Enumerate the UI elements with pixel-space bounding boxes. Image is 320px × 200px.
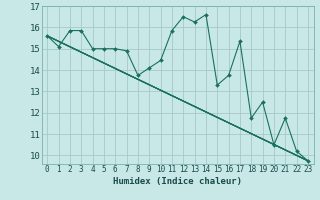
X-axis label: Humidex (Indice chaleur): Humidex (Indice chaleur) <box>113 177 242 186</box>
